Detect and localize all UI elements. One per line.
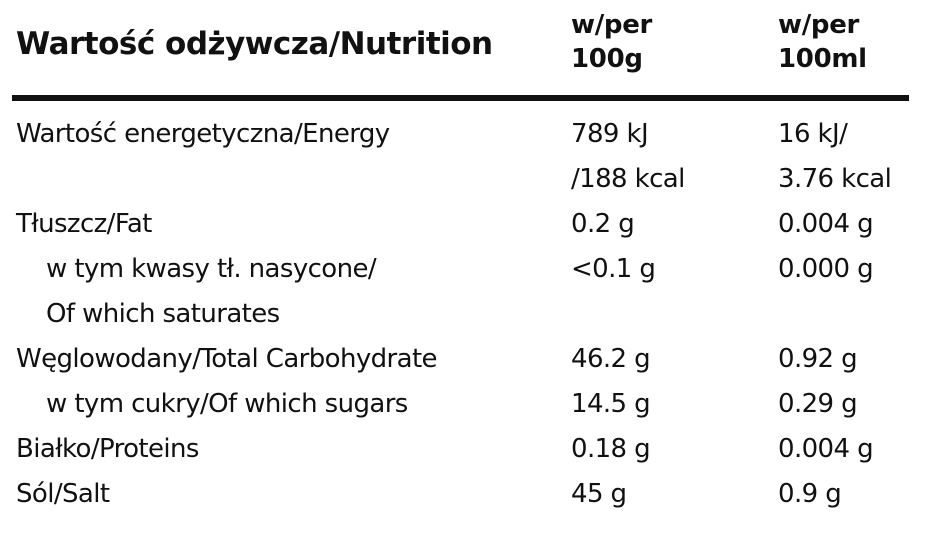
row-label-line: Wartość energetyczna/Energy (16, 119, 390, 149)
row-label: Wartość energetyczna/Energy (16, 112, 390, 157)
row-label: Tłuszcz/Fat (16, 202, 152, 247)
value-per-100g: <0.1 g (571, 247, 656, 292)
row-label: Białko/Proteins (16, 427, 199, 472)
row-label-line: Węglowodany/Total Carbohydrate (16, 344, 438, 374)
value-per-100ml: 0.92 g (778, 337, 858, 382)
row-carbohydrate: Węglowodany/Total Carbohydrate 46.2 g 0.… (0, 337, 930, 382)
column-header-line: 100g (571, 44, 643, 74)
row-fat: Tłuszcz/Fat 0.2 g 0.004 g (0, 202, 930, 247)
column-header-line: w/per (571, 10, 653, 40)
row-sugars: w tym cukry/Of which sugars 14.5 g 0.29 … (0, 382, 930, 427)
row-label: Sól/Salt (16, 472, 110, 517)
value-per-100g: 0.18 g (571, 427, 651, 472)
column-header-line: w/per (778, 10, 860, 40)
value-line: <0.1 g (571, 254, 656, 284)
row-saturates: w tym kwasy tł. nasycone/ Of which satur… (0, 247, 930, 337)
row-label: Węglowodany/Total Carbohydrate (16, 337, 438, 382)
value-per-100ml: 0.004 g (778, 427, 874, 472)
row-salt: Sól/Salt 45 g 0.9 g (0, 472, 930, 517)
value-line: 46.2 g (571, 344, 651, 374)
value-per-100ml: 16 kJ/ 3.76 kcal (778, 112, 892, 202)
value-line: 0.9 g (778, 479, 842, 509)
value-per-100g: 45 g (571, 472, 627, 517)
column-header-per-100g: w/per 100g (571, 8, 652, 76)
row-protein: Białko/Proteins 0.18 g 0.004 g (0, 427, 930, 472)
row-label: w tym kwasy tł. nasycone/ Of which satur… (46, 247, 377, 337)
value-line: /188 kcal (571, 164, 685, 194)
row-label-line: Białko/Proteins (16, 434, 199, 464)
value-per-100g: 46.2 g (571, 337, 651, 382)
value-line: 0.29 g (778, 389, 858, 419)
value-per-100ml: 0.000 g (778, 247, 874, 292)
row-label-line: w tym cukry/Of which sugars (46, 389, 408, 419)
column-header-line: 100ml (778, 44, 867, 74)
value-line: 16 kJ/ (778, 119, 848, 149)
value-line: 45 g (571, 479, 627, 509)
value-per-100g: 789 kJ /188 kcal (571, 112, 685, 202)
value-line: 0.004 g (778, 209, 874, 239)
value-per-100ml: 0.29 g (778, 382, 858, 427)
value-line: 789 kJ (571, 119, 649, 149)
row-label-line: w tym kwasy tł. nasycone/ (46, 254, 377, 284)
value-per-100g: 14.5 g (571, 382, 651, 427)
value-line: 0.004 g (778, 434, 874, 464)
row-label-line: Tłuszcz/Fat (16, 209, 152, 239)
value-line: 0.2 g (571, 209, 635, 239)
row-energy: Wartość energetyczna/Energy 789 kJ /188 … (0, 112, 930, 202)
value-per-100ml: 0.004 g (778, 202, 874, 247)
value-line: 0.000 g (778, 254, 874, 284)
table-body: Wartość energetyczna/Energy 789 kJ /188 … (0, 112, 930, 517)
value-per-100g: 0.2 g (571, 202, 635, 247)
row-label-line: Of which saturates (46, 299, 280, 329)
value-line: 0.92 g (778, 344, 858, 374)
header-divider (12, 95, 909, 101)
value-line: 3.76 kcal (778, 164, 892, 194)
value-line: 0.18 g (571, 434, 651, 464)
value-line: 14.5 g (571, 389, 651, 419)
table-title: Wartość odżywcza/Nutrition (16, 26, 493, 62)
row-label-line: Sól/Salt (16, 479, 110, 509)
value-per-100ml: 0.9 g (778, 472, 842, 517)
column-header-per-100ml: w/per 100ml (778, 8, 867, 76)
row-label: w tym cukry/Of which sugars (46, 382, 408, 427)
